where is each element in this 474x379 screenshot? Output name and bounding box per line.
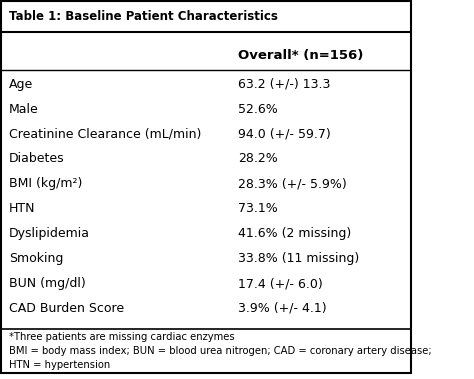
- Text: 28.2%: 28.2%: [238, 152, 278, 166]
- Text: *Three patients are missing cardiac enzymes
BMI = body mass index; BUN = blood u: *Three patients are missing cardiac enzy…: [9, 332, 431, 370]
- Text: Creatinine Clearance (mL/min): Creatinine Clearance (mL/min): [9, 127, 201, 141]
- Text: 28.3% (+/- 5.9%): 28.3% (+/- 5.9%): [238, 177, 347, 190]
- Text: Smoking: Smoking: [9, 252, 63, 265]
- Text: 17.4 (+/- 6.0): 17.4 (+/- 6.0): [238, 277, 323, 290]
- Text: Male: Male: [9, 103, 39, 116]
- Text: 3.9% (+/- 4.1): 3.9% (+/- 4.1): [238, 302, 327, 315]
- Text: BUN (mg/dl): BUN (mg/dl): [9, 277, 86, 290]
- Text: BMI (kg/m²): BMI (kg/m²): [9, 177, 82, 190]
- Text: CAD Burden Score: CAD Burden Score: [9, 302, 124, 315]
- Text: 33.8% (11 missing): 33.8% (11 missing): [238, 252, 360, 265]
- Text: HTN: HTN: [9, 202, 36, 215]
- Text: Dyslipidemia: Dyslipidemia: [9, 227, 90, 240]
- Text: 63.2 (+/-) 13.3: 63.2 (+/-) 13.3: [238, 78, 331, 91]
- Text: 94.0 (+/- 59.7): 94.0 (+/- 59.7): [238, 127, 331, 141]
- Text: Diabetes: Diabetes: [9, 152, 64, 166]
- Text: 73.1%: 73.1%: [238, 202, 278, 215]
- Text: Overall* (n=156): Overall* (n=156): [238, 49, 364, 62]
- Text: Age: Age: [9, 78, 33, 91]
- Text: 41.6% (2 missing): 41.6% (2 missing): [238, 227, 352, 240]
- Text: Table 1: Baseline Patient Characteristics: Table 1: Baseline Patient Characteristic…: [9, 10, 278, 23]
- Text: 52.6%: 52.6%: [238, 103, 278, 116]
